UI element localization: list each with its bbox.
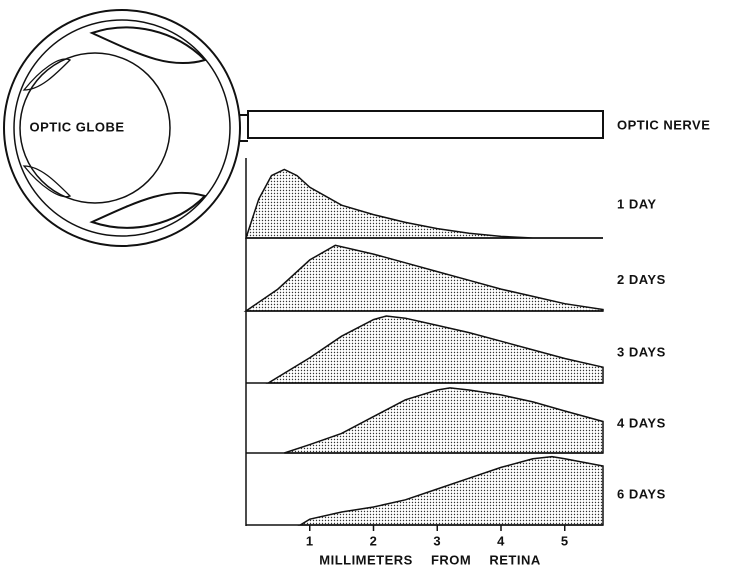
eye-diagram bbox=[3, 9, 604, 247]
series-label: 2 DAYS bbox=[617, 272, 666, 287]
globe-label: OPTIC GLOBE bbox=[29, 119, 124, 134]
nerve-label: OPTIC NERVE bbox=[617, 117, 710, 132]
area bbox=[244, 168, 603, 239]
x-axis-title: MILLIMETERS FROM RETINA bbox=[319, 552, 541, 567]
area bbox=[284, 387, 604, 454]
area bbox=[265, 315, 604, 384]
area bbox=[297, 455, 604, 526]
series-label: 4 DAYS bbox=[617, 415, 666, 430]
series-label: 6 DAYS bbox=[617, 486, 666, 501]
area bbox=[243, 244, 604, 312]
series-label: 1 DAY bbox=[617, 196, 657, 211]
x-tick-label: 4 bbox=[497, 533, 505, 548]
series-label: 3 DAYS bbox=[617, 344, 666, 359]
x-tick-label: 2 bbox=[370, 533, 378, 548]
x-tick-label: 3 bbox=[433, 533, 441, 548]
x-tick-label: 5 bbox=[561, 533, 569, 548]
x-tick-label: 1 bbox=[306, 533, 314, 548]
